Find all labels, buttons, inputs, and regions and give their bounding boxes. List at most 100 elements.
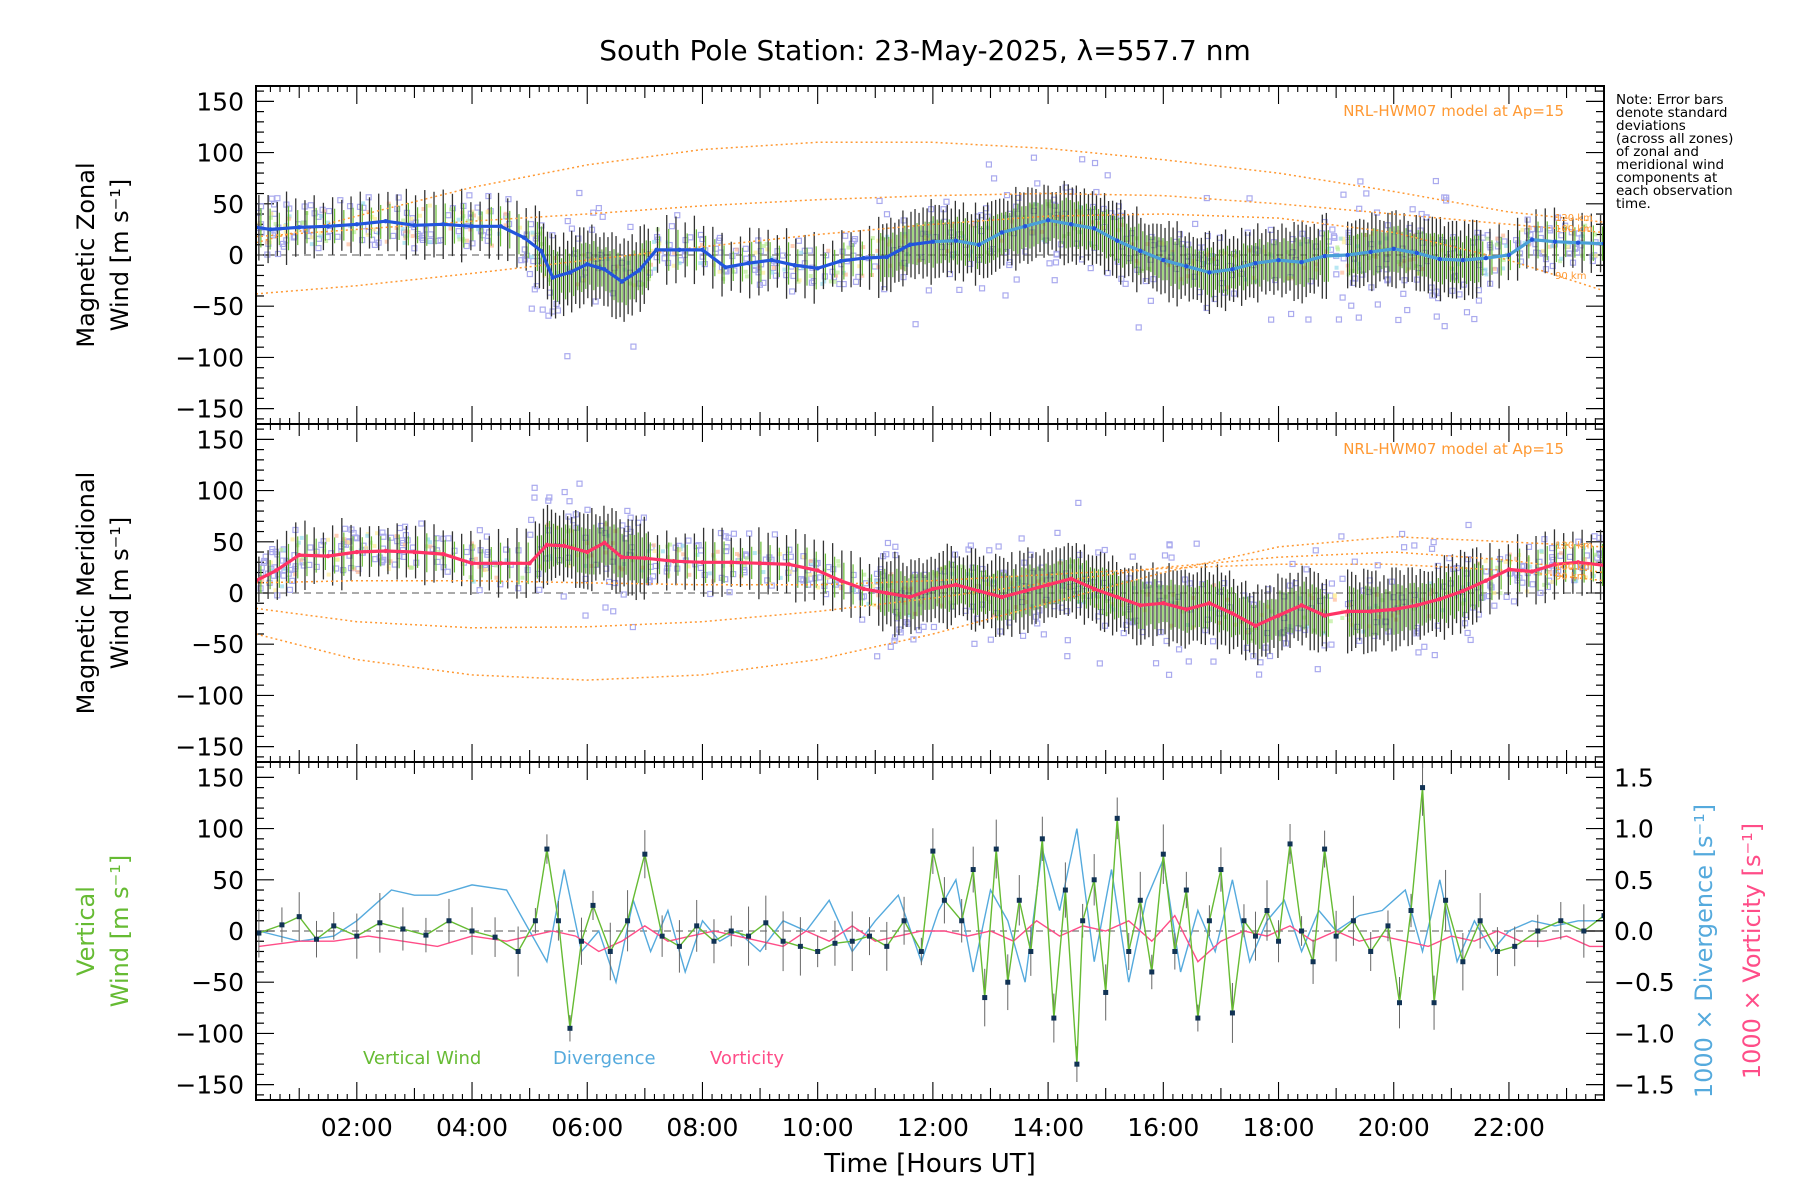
y-tick-label: 50 [212,866,244,895]
plot-area [256,762,1604,1082]
zone-halo [471,579,476,584]
divergence-line [258,828,1604,985]
vertical-wind-point [746,933,752,939]
vertical-wind-point [642,851,648,857]
x-tick-label: 04:00 [436,1113,508,1142]
zone-sample [800,577,807,584]
model-label: 120 km [1555,213,1593,224]
vertical-wind-point [423,932,429,938]
zone-sample [527,531,534,538]
zone-halo [370,214,375,219]
zone-halo [421,207,426,212]
zone-halo [871,584,876,589]
vertical-wind-point [659,933,665,939]
zone-sample [1288,310,1295,318]
zone-sample [395,194,402,201]
zone-halo [825,575,830,580]
zone-halo [1540,249,1545,254]
zone-halo [862,572,867,577]
zone-halo [525,566,530,571]
zone-halo [1132,586,1137,591]
zone-halo [268,215,273,220]
zone-halo [1056,571,1061,576]
zone-halo [699,242,704,247]
x-tick-label: 12:00 [897,1113,969,1142]
zone-halo [665,240,670,245]
plot-area [256,141,1604,360]
zone-sample [279,557,286,564]
y-right-tick-label: −1.0 [1614,1019,1675,1048]
zone-sample [1474,229,1481,236]
zone-halo [1528,226,1533,231]
zone-sample [771,531,778,538]
zone-sample [1510,598,1518,605]
zone-halo [386,201,391,206]
zone-sample [1101,546,1108,554]
mean-wind-point [1552,562,1558,567]
vertical-wind-point [590,902,596,908]
zone-sample [814,559,821,567]
vertical-wind-point [1310,959,1316,965]
zone-halo [677,547,682,552]
zone-sample [701,260,708,268]
zone-sample [1052,259,1060,266]
zone-halo [1077,230,1082,235]
zone-halo [797,278,802,283]
zone-halo [799,250,804,255]
vertical-wind-point [256,930,262,936]
zone-sample [1054,529,1061,536]
vertical-wind-point [1074,1061,1080,1067]
zone-sample [1501,238,1508,245]
zone-sample [1383,255,1391,263]
zone-sample [549,232,556,239]
zone-halo [671,263,676,268]
zone-halo [744,274,749,279]
model-curve [256,141,1604,244]
zone-halo [1081,577,1086,582]
zone-sample [476,587,483,594]
zone-halo [361,201,366,206]
model-label: 90 km [1555,271,1586,282]
zone-halo [721,563,726,568]
zone-sample [531,484,538,491]
zone-sample [930,623,938,631]
zone-halo [680,543,685,548]
zone-halo [520,575,525,580]
zone-halo [400,226,405,231]
zone-halo [1547,244,1552,249]
zone-halo [554,525,559,530]
zone-halo [1492,266,1497,271]
panel-frame [255,761,1605,1101]
zone-halo [1495,565,1500,570]
zone-halo [410,234,415,239]
mean-wind-point [585,549,590,555]
mean-wind-point [1207,270,1212,275]
zone-sample [1339,294,1346,301]
vertical-wind-point [1114,815,1120,821]
vertical-wind-point [544,846,550,852]
zone-halo [1053,216,1058,221]
zone-halo [437,550,442,555]
zone-sample [1575,538,1582,545]
zone-sample [717,529,725,537]
zone-halo [1301,256,1306,261]
zone-halo [907,613,912,618]
note-line: of zonal and [1616,144,1699,160]
zone-halo [402,542,407,547]
zone-sample [1100,205,1107,213]
zone-halo [1101,225,1106,230]
zone-halo [1574,578,1579,583]
zone-halo [497,231,502,236]
zone-halo [742,563,747,568]
zone-sample [1554,214,1562,221]
zone-sample [1335,316,1343,323]
zone-halo [1593,232,1598,237]
mean-wind-point [1161,601,1166,606]
zone-halo [860,273,865,278]
zone-halo [1208,607,1213,612]
mean-wind-point [1506,567,1512,572]
zone-halo [888,263,893,268]
model-annotation: NRL-HWM07 model at Ap=15 [1343,102,1564,120]
zone-halo [456,234,461,239]
mean-wind-point [354,222,360,227]
